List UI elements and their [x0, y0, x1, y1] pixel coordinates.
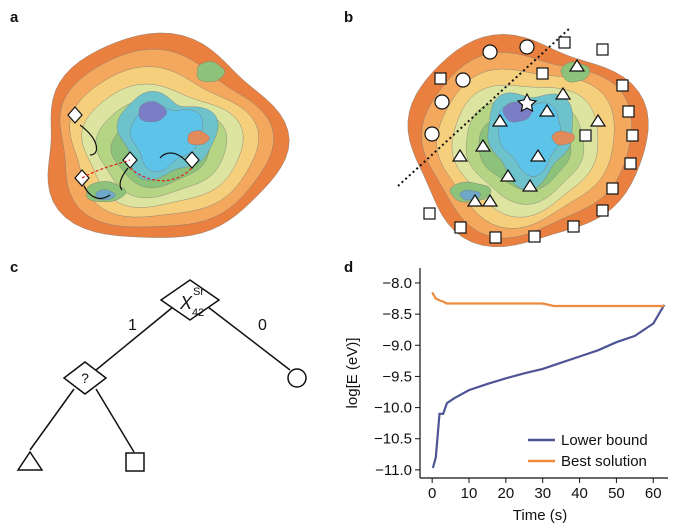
- panel-label: c: [10, 259, 18, 276]
- x-tick-label: 30: [534, 485, 551, 502]
- contour: [560, 61, 590, 83]
- contour: [551, 130, 575, 146]
- panel-label: d: [344, 259, 353, 276]
- y-tick-label: −9.5: [382, 368, 412, 385]
- y-tick-label: −10.5: [374, 431, 412, 448]
- y-tick-label: −10.0: [374, 400, 412, 417]
- tree-node-label: ?: [81, 370, 89, 386]
- chart: −8.0 −8.5 −9.0 −9.5 −10.0 −10.5 −11.0 0 10 20 30 40…: [374, 268, 668, 502]
- x-tick-label: 40: [571, 485, 588, 502]
- tree: [16, 279, 307, 472]
- y-tick-label: −11.0: [375, 462, 412, 479]
- tree-root-superscript: Sr: [193, 286, 204, 298]
- y-axis-label: log[E (eV)]: [344, 338, 361, 409]
- x-axis-label: Time (s): [513, 507, 567, 524]
- panel-label: b: [344, 9, 353, 26]
- contour: [187, 130, 210, 146]
- tree-root-symbol: X: [179, 293, 193, 313]
- x-tick-label: 60: [645, 485, 662, 502]
- y-tick-label: −9.0: [382, 337, 412, 354]
- panel-b-markers: [397, 27, 639, 244]
- panel-label: a: [10, 9, 19, 26]
- legend-label: Best solution: [561, 453, 647, 470]
- x-tick-label: 0: [428, 485, 436, 502]
- series-line: [431, 291, 665, 308]
- contour: [95, 189, 116, 201]
- x-tick-label: 50: [608, 485, 625, 502]
- panel-a-markers: [67, 106, 200, 199]
- landscapes: [47, 32, 649, 248]
- x-tick-label: 10: [461, 485, 478, 502]
- legend-label: Lower bound: [561, 432, 648, 449]
- y-tick-label: −8.5: [382, 306, 412, 323]
- tree-root-subscript: 42: [192, 307, 204, 319]
- contour: [138, 101, 167, 122]
- x-tick-label: 20: [498, 485, 515, 502]
- series-line: [431, 304, 666, 469]
- edge-label: 0: [258, 317, 267, 334]
- edge-label: 1: [128, 317, 137, 334]
- contour: [196, 61, 225, 82]
- y-tick-label: −8.0: [382, 275, 412, 292]
